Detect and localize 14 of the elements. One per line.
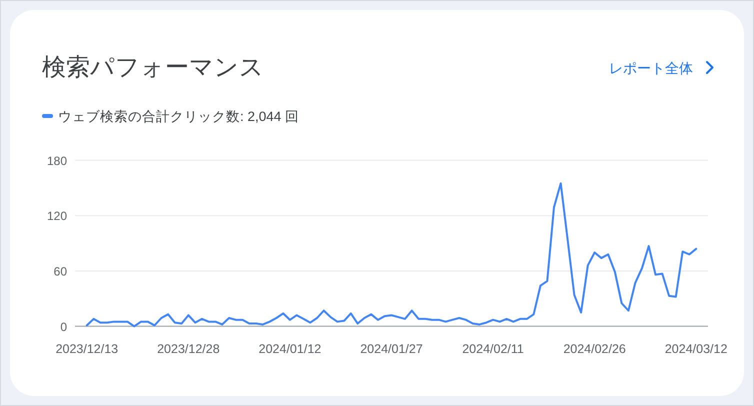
ytick: 180 — [46, 154, 67, 168]
xtick: 2023/12/13 — [56, 342, 118, 356]
xtick: 2024/03/12 — [664, 342, 728, 356]
ytick: 0 — [60, 320, 67, 334]
xtick: 2024/02/11 — [462, 342, 524, 356]
annotation: レポート全体 — [609, 60, 693, 76]
xtick: 2024/01/27 — [360, 342, 423, 356]
xtick: 2024/01/12 — [258, 342, 322, 356]
ytick: 60 — [54, 264, 67, 278]
xtick: 2024/02/26 — [563, 342, 626, 356]
legend-label: ウェブ検索の合計クリック数: 2,044 回 — [58, 109, 300, 124]
ytick: 120 — [46, 209, 67, 224]
xtick: 2023/12/28 — [157, 342, 220, 356]
title: 検索パフォーマンス — [42, 54, 264, 81]
